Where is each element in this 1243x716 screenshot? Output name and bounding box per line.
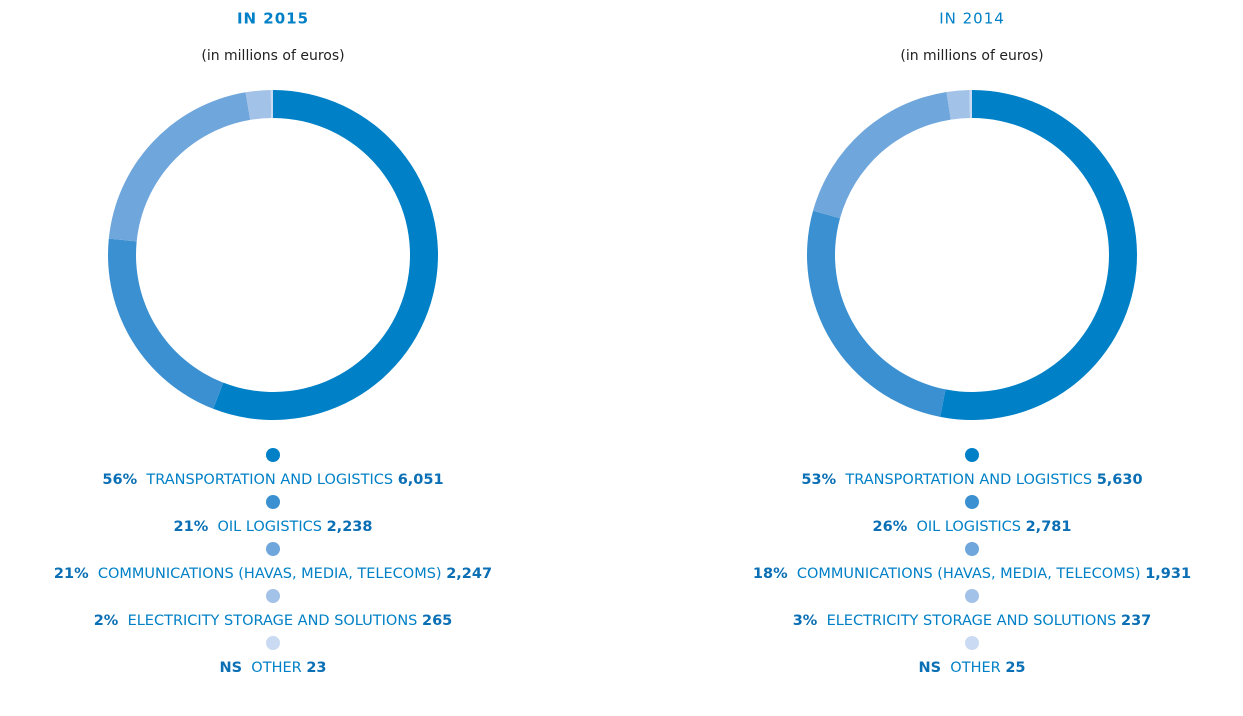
category-label: OTHER	[950, 660, 1000, 676]
category-label: COMMUNICATIONS (HAVAS, MEDIA, TELECOMS)	[98, 566, 442, 582]
value-label: 5,630	[1097, 472, 1143, 488]
donut-segment	[245, 90, 272, 120]
share-label: 3%	[793, 613, 818, 629]
legend-dot	[266, 542, 280, 556]
share-label: 2%	[94, 613, 119, 629]
share-label: NS	[918, 660, 941, 676]
donut-segment	[107, 238, 224, 409]
value-label: 25	[1005, 660, 1025, 676]
donut-segment	[213, 90, 438, 420]
donut-segment	[270, 90, 273, 119]
share-label: 21%	[54, 566, 89, 582]
share-label: 21%	[174, 519, 209, 535]
legend-dot	[965, 542, 979, 556]
legend-entry: 18% COMMUNICATIONS (HAVAS, MEDIA, TELECO…	[753, 566, 1191, 582]
donut-segment	[940, 90, 1138, 421]
donut-segment	[108, 92, 251, 242]
legend-dot	[965, 495, 979, 509]
donut-segment	[813, 91, 951, 219]
legend-dot	[965, 448, 979, 462]
category-label: ELECTRICITY STORAGE AND SOLUTIONS	[827, 613, 1117, 629]
value-label: 6,051	[398, 472, 444, 488]
value-label: 2,781	[1026, 519, 1072, 535]
legend-entry: NS OTHER 25	[918, 660, 1025, 676]
category-label: TRANSPORTATION AND LOGISTICS	[844, 472, 1092, 488]
share-label: NS	[219, 660, 242, 676]
legend-entry: NS OTHER 23	[219, 660, 326, 676]
donut-segment	[969, 90, 972, 119]
legend-dot	[266, 495, 280, 509]
category-label: COMMUNICATIONS (HAVAS, MEDIA, TELECOMS)	[797, 566, 1141, 582]
category-label: ELECTRICITY STORAGE AND SOLUTIONS	[128, 613, 418, 629]
legend-entry: 21% OIL LOGISTICS 2,238	[174, 519, 373, 535]
legend-dot	[965, 636, 979, 650]
value-label: 2,247	[446, 566, 492, 582]
category-label: OTHER	[251, 660, 301, 676]
value-label: 23	[306, 660, 326, 676]
legend-dot	[266, 636, 280, 650]
category-label: TRANSPORTATION AND LOGISTICS	[145, 472, 393, 488]
donut-segment	[946, 90, 970, 120]
value-label: 1,931	[1145, 566, 1191, 582]
chart-subtitle: (in millions of euros)	[900, 48, 1043, 64]
legend-dot	[266, 589, 280, 603]
value-label: 265	[422, 613, 452, 629]
share-label: 26%	[873, 519, 908, 535]
legend-entry: 21% COMMUNICATIONS (HAVAS, MEDIA, TELECO…	[54, 566, 492, 582]
legend-dot	[266, 448, 280, 462]
donut-segment	[806, 210, 946, 417]
share-label: 18%	[753, 566, 788, 582]
value-label: 237	[1121, 613, 1151, 629]
legend-entry: 56% TRANSPORTATION AND LOGISTICS 6,051	[102, 472, 443, 488]
legend-entry: 3% ELECTRICITY STORAGE AND SOLUTIONS 237	[793, 613, 1152, 629]
category-label: OIL LOGISTICS	[217, 519, 322, 535]
chart-subtitle: (in millions of euros)	[201, 48, 344, 64]
value-label: 2,238	[327, 519, 373, 535]
chart-title: IN 2014	[939, 10, 1005, 28]
legend-entry: 53% TRANSPORTATION AND LOGISTICS 5,630	[801, 472, 1142, 488]
legend-entry: 26% OIL LOGISTICS 2,781	[873, 519, 1072, 535]
share-label: 56%	[102, 472, 137, 488]
legend-dot	[965, 589, 979, 603]
share-label: 53%	[801, 472, 836, 488]
chart-title: IN 2015	[237, 10, 309, 28]
legend-entry: 2% ELECTRICITY STORAGE AND SOLUTIONS 265	[94, 613, 453, 629]
category-label: OIL LOGISTICS	[916, 519, 1021, 535]
